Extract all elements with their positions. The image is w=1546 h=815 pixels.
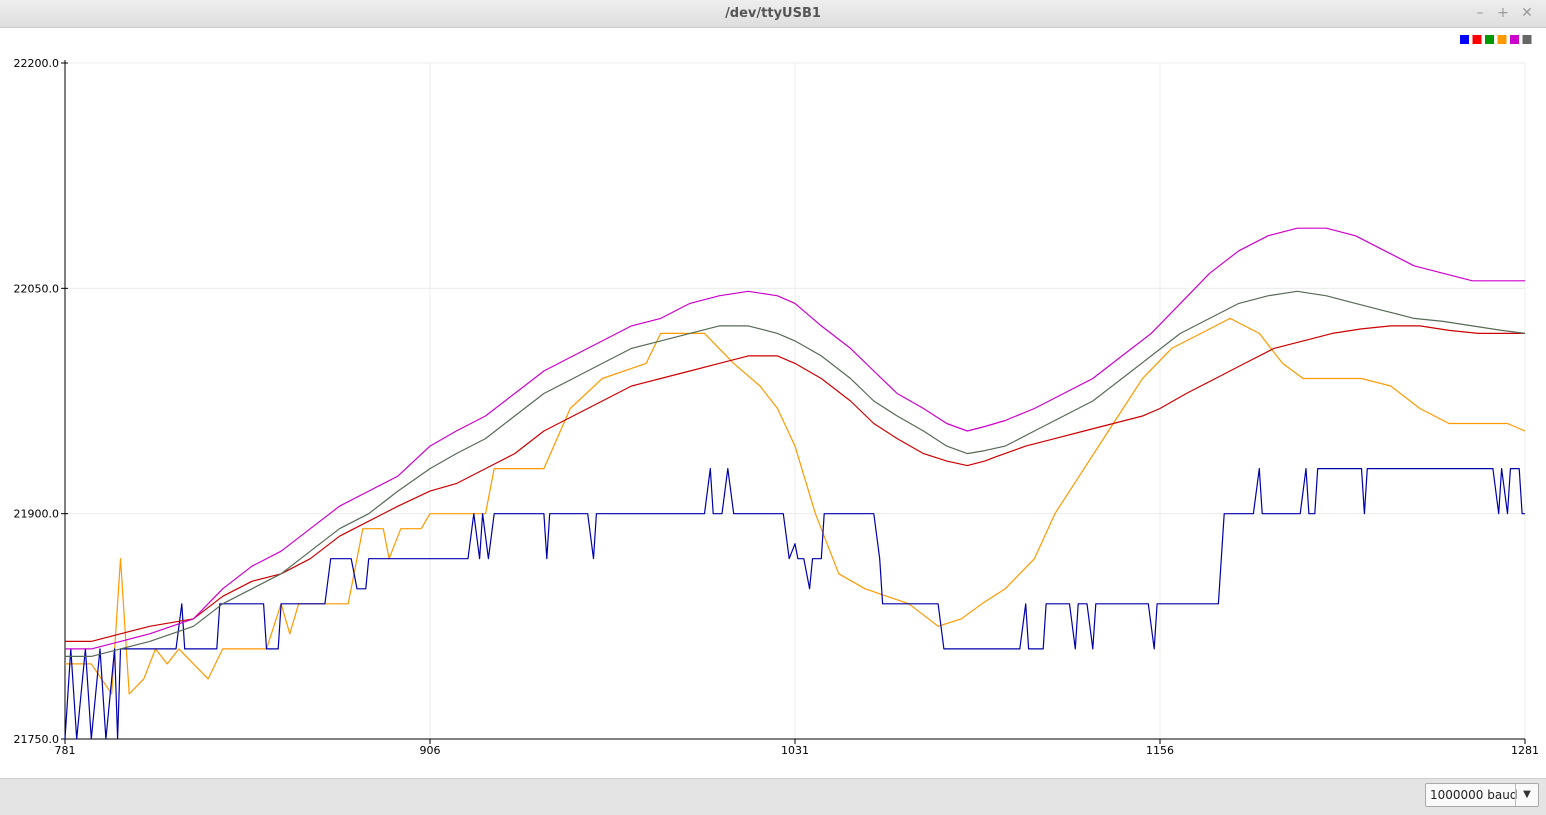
line-chart: 21750.0 21900.0 22050.0 22200.0 781 906 1031 11…	[14, 35, 1539, 757]
window-titlebar: /dev/ttyUSB1 – + ✕	[0, 0, 1546, 28]
serial-plotter-area: 21750.0 21900.0 22050.0 22200.0 781 906 1031 11…	[0, 28, 1546, 778]
series-line-4	[65, 290, 1526, 657]
close-button[interactable]: ✕	[1521, 5, 1533, 21]
y-tick-label: 21900.0	[14, 508, 60, 521]
legend-swatch-1	[1460, 35, 1469, 44]
legend-swatch-3	[1485, 35, 1494, 44]
x-tick-label: 1281	[1511, 744, 1539, 757]
status-bar: 1000000 baud ▼	[0, 778, 1546, 815]
baud-rate-select[interactable]: 1000000 baud ▼	[1425, 783, 1539, 807]
y-tick-label: 22200.0	[14, 57, 60, 70]
baud-rate-value: 1000000 baud	[1430, 788, 1518, 802]
legend-swatch-4	[1497, 35, 1507, 44]
legend-swatch-2	[1472, 35, 1482, 44]
chevron-down-icon[interactable]: ▼	[1515, 784, 1538, 806]
minimize-button[interactable]: –	[1476, 5, 1484, 21]
x-tick-label: 781	[55, 744, 76, 757]
legend-swatch-6	[1522, 35, 1532, 44]
maximize-button[interactable]: +	[1497, 5, 1509, 21]
x-tick-label: 906	[420, 744, 441, 757]
series-line-2	[64, 468, 1525, 740]
series-line-3	[65, 325, 1525, 642]
x-tick-label: 1031	[781, 744, 809, 757]
legend-swatch-5	[1510, 35, 1519, 44]
series-line-1	[65, 317, 1526, 695]
y-tick-label: 21750.0	[14, 733, 60, 746]
y-tick-label: 22050.0	[14, 282, 60, 295]
x-tick-label: 1156	[1146, 744, 1174, 757]
window-title: /dev/ttyUSB1	[725, 6, 821, 21]
series-line-5	[65, 227, 1525, 650]
